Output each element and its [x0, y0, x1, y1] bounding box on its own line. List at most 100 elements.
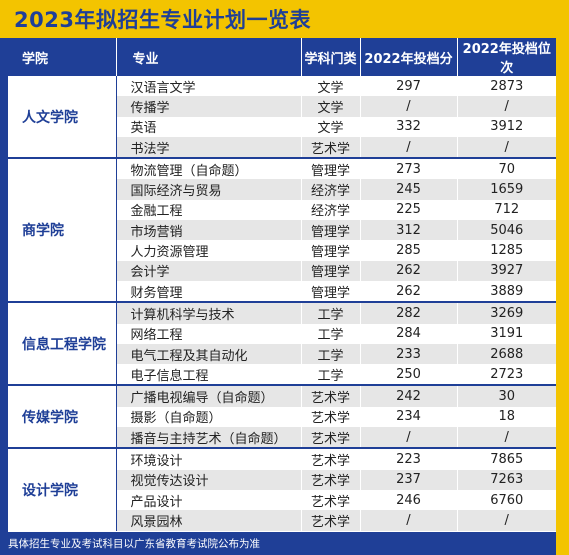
- score-cell: 262: [360, 260, 458, 281]
- table-row: 市场营销 管理学 312 5046: [8, 220, 556, 241]
- major-cell: 金融工程: [116, 199, 302, 221]
- score-cell: 234: [360, 406, 458, 428]
- category-cell: 管理学: [301, 280, 361, 303]
- college-name: 商学院: [8, 157, 117, 303]
- category-cell: 工学: [301, 343, 361, 365]
- table-row: 英语 文学 332 3912: [8, 116, 556, 137]
- category-cell: 艺术学: [301, 406, 361, 428]
- category-cell: 管理学: [301, 260, 361, 281]
- category-cell: 经济学: [301, 179, 361, 200]
- score-cell: /: [360, 96, 458, 117]
- category-cell: 经济学: [301, 199, 361, 221]
- table-row: 摄影（自命题） 艺术学 234 18: [8, 406, 556, 428]
- rank-cell: /: [457, 96, 556, 117]
- rank-cell: /: [457, 427, 556, 449]
- college-name: 设计学院: [8, 447, 117, 531]
- table-row: 设计学院 环境设计 艺术学 223 7865: [8, 447, 556, 531]
- category-cell: 艺术学: [301, 510, 361, 531]
- major-cell: 物流管理（自命题）: [116, 157, 302, 180]
- score-cell: 245: [360, 179, 458, 200]
- major-cell: 产品设计: [116, 489, 302, 511]
- table-row: 书法学 艺术学 / /: [8, 136, 556, 159]
- score-cell: /: [360, 427, 458, 449]
- rank-cell: 30: [457, 384, 556, 407]
- major-cell: 风景园林: [116, 510, 302, 531]
- rank-cell: /: [457, 510, 556, 531]
- rank-cell: 712: [457, 199, 556, 221]
- rank-cell: 3912: [457, 116, 556, 137]
- score-cell: 282: [360, 301, 458, 324]
- table-row: 风景园林 艺术学 / /: [8, 510, 556, 531]
- rank-cell: 2688: [457, 343, 556, 365]
- left-frame: [0, 0, 8, 555]
- table-row: 视觉传达设计 艺术学 237 7263: [8, 469, 556, 490]
- rank-cell: 18: [457, 406, 556, 428]
- category-cell: 艺术学: [301, 427, 361, 449]
- table-header-row: 学院 专业 学科门类 2022年投档分 2022年投档位次: [8, 38, 556, 76]
- major-cell: 汉语言文学: [116, 76, 302, 97]
- table-row: 人文学院 汉语言文学 文学 297 2873: [8, 76, 556, 159]
- rank-cell: 2873: [457, 76, 556, 97]
- college-name: 传媒学院: [8, 384, 117, 449]
- rank-cell: 1285: [457, 240, 556, 261]
- category-cell: 艺术学: [301, 489, 361, 511]
- rank-cell: 1659: [457, 179, 556, 200]
- major-cell: 会计学: [116, 260, 302, 281]
- major-cell: 广播电视编导（自命题）: [116, 384, 302, 407]
- major-cell: 国际经济与贸易: [116, 179, 302, 200]
- rank-cell: 2723: [457, 364, 556, 386]
- rank-cell: /: [457, 136, 556, 159]
- table-row: 财务管理 管理学 262 3889: [8, 280, 556, 303]
- table-row: 国际经济与贸易 经济学 245 1659: [8, 179, 556, 200]
- header-category: 学科门类: [301, 38, 361, 76]
- major-cell: 摄影（自命题）: [116, 406, 302, 428]
- category-cell: 管理学: [301, 157, 361, 180]
- score-cell: 285: [360, 240, 458, 261]
- rank-cell: 3269: [457, 301, 556, 324]
- title-bar: [0, 0, 569, 38]
- major-cell: 播音与主持艺术（自命题）: [116, 427, 302, 449]
- category-cell: 工学: [301, 323, 361, 344]
- score-cell: 250: [360, 364, 458, 386]
- score-cell: 223: [360, 447, 458, 470]
- rank-cell: 3927: [457, 260, 556, 281]
- page-title: 2023年拟招生专业计划一览表: [14, 8, 311, 32]
- table-row: 电气工程及其自动化 工学 233 2688: [8, 343, 556, 365]
- table-row: 金融工程 经济学 225 712: [8, 199, 556, 221]
- score-cell: /: [360, 510, 458, 531]
- category-cell: 文学: [301, 76, 361, 97]
- major-cell: 电气工程及其自动化: [116, 343, 302, 365]
- rank-cell: 6760: [457, 489, 556, 511]
- score-cell: 312: [360, 220, 458, 241]
- college-name: 人文学院: [8, 76, 117, 159]
- rank-cell: 70: [457, 157, 556, 180]
- category-cell: 艺术学: [301, 384, 361, 407]
- table-row: 电子信息工程 工学 250 2723: [8, 364, 556, 386]
- right-frame: [556, 0, 569, 555]
- score-cell: 262: [360, 280, 458, 303]
- table-row: 传播学 文学 / /: [8, 96, 556, 117]
- table-row: 信息工程学院 计算机科学与技术 工学 282 3269: [8, 301, 556, 386]
- score-cell: /: [360, 136, 458, 159]
- score-cell: 233: [360, 343, 458, 365]
- score-cell: 225: [360, 199, 458, 221]
- plan-table: 学院 专业 学科门类 2022年投档分 2022年投档位次 人文学院 汉语言文学文…: [8, 38, 556, 531]
- table-row: 商学院 物流管理（自命题） 管理学 273 70: [8, 157, 556, 303]
- header-rank: 2022年投档位次: [457, 38, 556, 76]
- table-body: 人文学院 汉语言文学 文学 297 2873 传播学 文学 / / 英语 文学 332 3912 书法学艺…: [8, 76, 556, 531]
- major-cell: 电子信息工程: [116, 364, 302, 386]
- category-cell: 工学: [301, 301, 361, 324]
- major-cell: 视觉传达设计: [116, 469, 302, 490]
- table-row: 传媒学院 广播电视编导（自命题） 艺术学 242 30: [8, 384, 556, 449]
- table-row: 产品设计 艺术学 246 6760: [8, 489, 556, 511]
- plan-table-panel: 学院 专业 学科门类 2022年投档分 2022年投档位次 人文学院 汉语言文学文…: [8, 38, 556, 532]
- header-score: 2022年投档分: [360, 38, 458, 76]
- major-cell: 环境设计: [116, 447, 302, 470]
- major-cell: 人力资源管理: [116, 240, 302, 261]
- table-row: 会计学 管理学 262 3927: [8, 260, 556, 281]
- rank-cell: 3191: [457, 323, 556, 344]
- major-cell: 计算机科学与技术: [116, 301, 302, 324]
- major-cell: 财务管理: [116, 280, 302, 303]
- category-cell: 工学: [301, 364, 361, 386]
- category-cell: 管理学: [301, 240, 361, 261]
